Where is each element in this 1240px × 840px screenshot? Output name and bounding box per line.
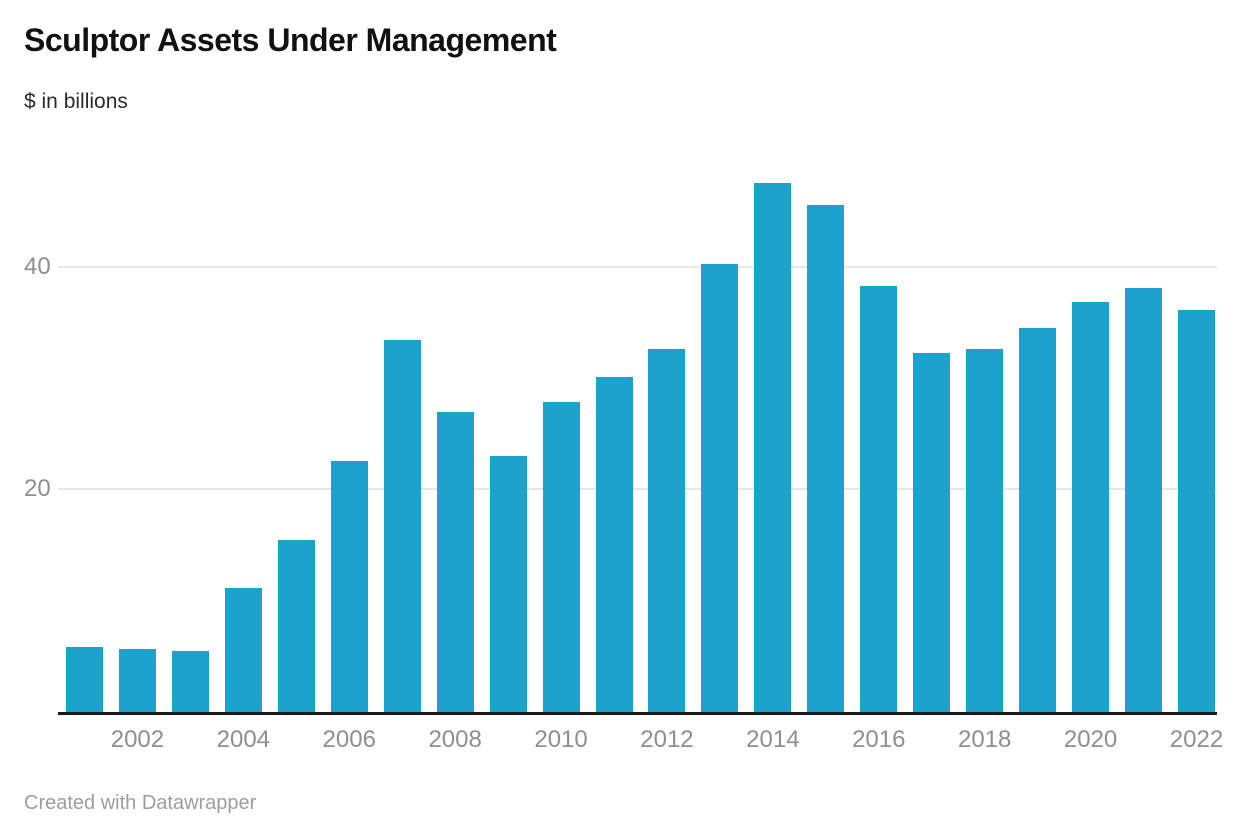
- chart-title: Sculptor Assets Under Management: [24, 22, 557, 58]
- gridline-40: [58, 265, 1217, 268]
- x-axis-label-2010: 2010: [534, 726, 588, 753]
- chart-subtitle: $ in billions: [24, 90, 128, 113]
- x-axis-label-2002: 2002: [110, 726, 165, 753]
- bar-2017: [913, 352, 951, 712]
- bar-2022: [1178, 310, 1215, 712]
- bar-2008: [436, 411, 474, 712]
- bar-2016: [860, 285, 898, 712]
- bar-2001: [66, 647, 103, 712]
- x-axis-label-2004: 2004: [216, 726, 271, 753]
- bar-2019: [1019, 328, 1057, 712]
- bar-chart-plot: 20 40 2002 2004 2006 2008 2010 2012 2014 2016 2018…: [24, 183, 1224, 753]
- bar-2015: [807, 204, 845, 712]
- bar-2013: [701, 263, 739, 712]
- datawrapper-credit-link[interactable]: Created with Datawrapper: [24, 792, 257, 814]
- x-axis-label-2006: 2006: [322, 726, 376, 753]
- bar-2003: [171, 650, 209, 712]
- x-axis-line: [58, 712, 1217, 715]
- x-axis-label-2014: 2014: [746, 726, 800, 753]
- bar-2007: [383, 340, 421, 712]
- x-axis-label-2022: 2022: [1169, 726, 1224, 753]
- bar-2011: [595, 377, 633, 712]
- bar-2005: [277, 539, 315, 712]
- bar-2009: [489, 456, 527, 712]
- y-axis-label-20: 20: [24, 475, 51, 503]
- bar-2021: [1125, 288, 1163, 712]
- bar-2004: [224, 588, 262, 712]
- bar-2018: [966, 349, 1004, 712]
- x-axis-label-2018: 2018: [957, 726, 1012, 753]
- x-axis-label-2008: 2008: [428, 726, 482, 753]
- bar-2002: [118, 648, 156, 712]
- bar-2010: [542, 401, 580, 712]
- bar-2012: [648, 349, 686, 712]
- y-axis-label-40: 40: [24, 252, 51, 280]
- gridline-20: [58, 488, 1217, 491]
- bar-2014: [754, 183, 792, 712]
- x-axis-label-2020: 2020: [1063, 726, 1118, 753]
- x-axis-label-2012: 2012: [640, 726, 694, 753]
- bar-2020: [1072, 302, 1110, 712]
- x-axis-label-2016: 2016: [852, 726, 906, 753]
- bar-2006: [330, 460, 368, 712]
